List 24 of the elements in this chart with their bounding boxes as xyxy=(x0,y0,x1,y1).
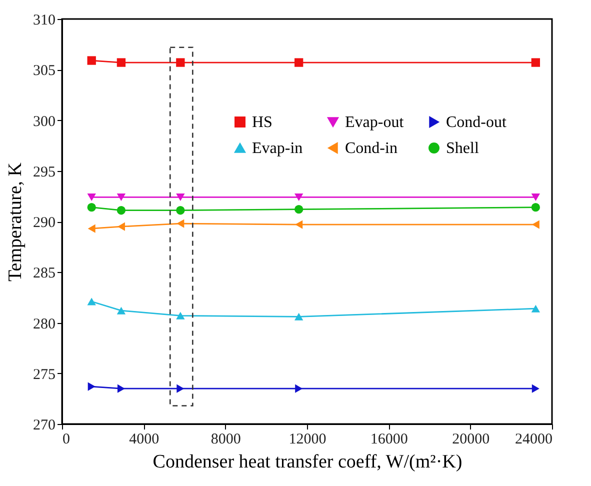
y-tick-label: 270 xyxy=(33,418,56,434)
legend-label: Cond-in xyxy=(345,140,398,157)
y-tick-label: 300 xyxy=(33,114,56,130)
legend-label: HS xyxy=(252,114,272,131)
x-tick-label: 12000 xyxy=(288,432,326,448)
x-tick-label: 0 xyxy=(62,432,70,448)
legend-label: Evap-out xyxy=(345,114,404,131)
y-tick-label: 290 xyxy=(33,215,56,231)
y-tick-label: 305 xyxy=(33,63,56,80)
y-axis-title: Temperature, K xyxy=(5,162,26,282)
y-tick-label: 280 xyxy=(33,316,56,332)
y-tick-label: 295 xyxy=(33,164,56,180)
x-tick-label: 4000 xyxy=(129,432,160,448)
legend-label: Shell xyxy=(446,140,480,157)
x-tick-label: 20000 xyxy=(452,432,490,448)
x-tick-label: 24000 xyxy=(515,432,552,448)
y-tick-label: 285 xyxy=(33,266,56,282)
x-tick-label: 8000 xyxy=(210,432,241,448)
y-tick-label: 275 xyxy=(33,366,56,383)
y-tick-label: 310 xyxy=(33,12,56,28)
legend-label: Cond-out xyxy=(446,114,507,131)
x-tick-label: 16000 xyxy=(370,432,408,448)
x-axis-title: Condenser heat transfer coeff, W/(m²·K) xyxy=(152,452,462,472)
legend-label: Evap-in xyxy=(252,140,303,157)
